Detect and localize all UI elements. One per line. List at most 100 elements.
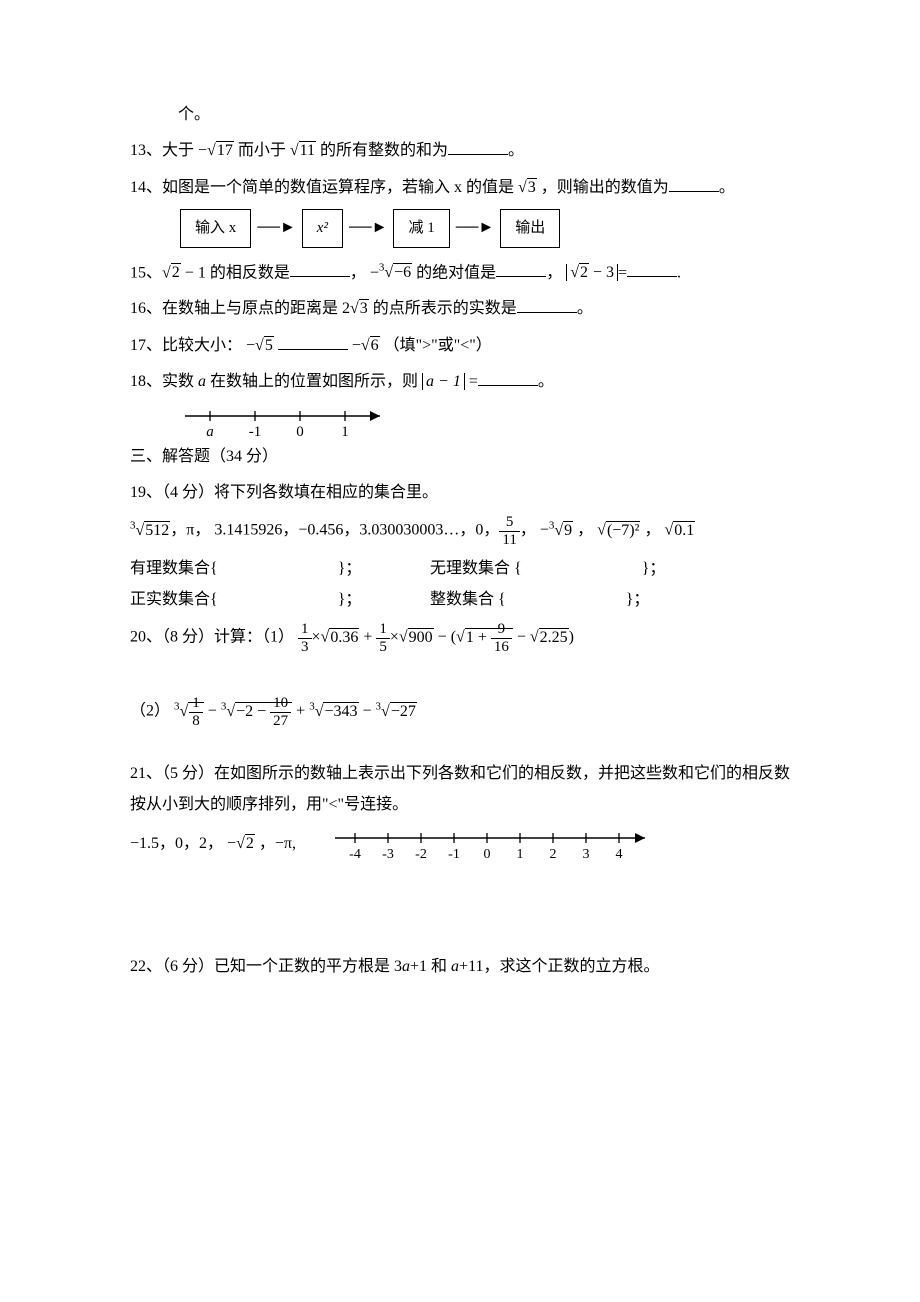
q20-a: 20、（8 分）计算：（1） bbox=[130, 629, 294, 646]
blank[interactable] bbox=[278, 331, 348, 350]
blank[interactable] bbox=[627, 258, 677, 277]
q13-mid: 而小于 bbox=[234, 142, 290, 159]
cbrt-neg343: 3√−343 bbox=[309, 703, 358, 720]
sqrt-3: √3 bbox=[350, 299, 369, 317]
min: − bbox=[359, 703, 376, 720]
frac-1-3: 13 bbox=[298, 621, 312, 655]
plus: + bbox=[292, 703, 309, 720]
q19: 19、（4 分）将下列各数填在相应的集合里。 bbox=[130, 478, 790, 508]
flow-sub1: 减 1 bbox=[393, 209, 449, 248]
sqrt-big: √1 + 916 bbox=[456, 628, 513, 646]
q15-a: 15、 bbox=[130, 264, 162, 281]
svg-text:-1: -1 bbox=[448, 847, 460, 862]
q21-list-b: ，−π, bbox=[255, 835, 296, 852]
sqrt-2: √2 bbox=[236, 834, 255, 852]
brace: }； bbox=[338, 591, 362, 608]
sqrt-2: √2 bbox=[162, 263, 181, 281]
sqrt-2.25: √2.25 bbox=[530, 628, 569, 646]
cbrt-neg6: 3√−6 bbox=[379, 264, 412, 281]
svg-text:0: 0 bbox=[296, 424, 304, 440]
period: 。 bbox=[508, 142, 524, 159]
svg-text:2: 2 bbox=[549, 847, 556, 862]
eq: = bbox=[618, 264, 627, 281]
frac-5-11: 511 bbox=[499, 514, 519, 548]
blank[interactable] bbox=[669, 173, 719, 192]
period: 。 bbox=[577, 300, 593, 317]
eq: = bbox=[465, 373, 478, 390]
frac-1-5: 15 bbox=[376, 621, 390, 655]
q17: 17、比较大小： −√5 −√6 （填">"或"<"） bbox=[130, 331, 790, 361]
q15: 15、√2 − 1 的相反数是， −3√−6 的绝对值是， √2 − 3=. bbox=[130, 258, 790, 289]
q18-a: 18、实数 bbox=[130, 373, 198, 390]
q19-sets-row1: 有理数集合{}； 无理数集合 {}； bbox=[130, 554, 790, 584]
q13: 13、大于 −√17 而小于 √11 的所有整数的和为。 bbox=[130, 136, 790, 166]
period: 。 bbox=[719, 179, 735, 196]
cbrt-neg27: 3√−27 bbox=[376, 703, 417, 720]
t: ， − bbox=[520, 522, 549, 539]
rational-set: 有理数集合{ bbox=[130, 560, 218, 577]
cbrt-512: 3√512 bbox=[130, 522, 170, 539]
integer-set: 整数集合 { bbox=[430, 591, 506, 608]
sqrt-5: √5 bbox=[255, 336, 274, 354]
q17-a: 17、比较大小： − bbox=[130, 337, 255, 354]
svg-text:-1: -1 bbox=[249, 424, 262, 440]
svg-text:-2: -2 bbox=[415, 847, 427, 862]
svg-text:1: 1 bbox=[516, 847, 523, 862]
q21-list: −1.5，0，2， − bbox=[130, 835, 236, 852]
plus: + bbox=[359, 629, 376, 646]
q15-m3: 的绝对值是 bbox=[412, 264, 496, 281]
svg-text:a: a bbox=[206, 424, 214, 440]
arrow-icon: ──► bbox=[257, 213, 296, 243]
q15-m1: − 1 的相反数是 bbox=[181, 264, 290, 281]
sqrt-0.36: √0.36 bbox=[321, 628, 360, 646]
blank[interactable] bbox=[496, 258, 546, 277]
times: × bbox=[312, 629, 321, 646]
number-line-q18: a -1 0 1 bbox=[180, 404, 790, 440]
blank[interactable] bbox=[290, 258, 350, 277]
q16: 16、在数轴上与原点的距离是 2√3 的点所表示的实数是 。 bbox=[130, 294, 790, 324]
cbrt-big: 3√−2 − 1027 bbox=[221, 703, 292, 720]
section-3-heading: 三、解答题（34 分） bbox=[130, 442, 790, 472]
blank[interactable] bbox=[478, 368, 538, 387]
blank[interactable] bbox=[448, 137, 508, 156]
flow-input: 输入 x bbox=[180, 209, 251, 248]
q21-nums: −1.5，0，2， −√2 ，−π, -4-3-2-101234 bbox=[130, 826, 790, 862]
brace: }； bbox=[338, 560, 362, 577]
q22: 22、（6 分）已知一个正数的平方根是 3a+1 和 a+11，求这个正数的立方… bbox=[130, 952, 790, 982]
cbrt-1-8: 3√18 bbox=[174, 703, 204, 720]
q18: 18、实数 a 在数轴上的位置如图所示，则 a − 1 =。 bbox=[130, 367, 790, 397]
svg-text:-3: -3 bbox=[382, 847, 394, 862]
neg: − bbox=[198, 142, 207, 159]
sqrt-11: √11 bbox=[290, 141, 316, 159]
q20: 20、（8 分）计算：（1） 13×√0.36 + 15×√900 − (√1 … bbox=[130, 621, 790, 655]
number-line-q21: -4-3-2-101234 bbox=[330, 826, 660, 862]
svg-text:4: 4 bbox=[615, 847, 622, 862]
q15-m2: ， − bbox=[350, 264, 379, 281]
irrational-set: 无理数集合 { bbox=[430, 560, 522, 577]
q15-m4: ， bbox=[546, 264, 566, 281]
sqrt-6: √6 bbox=[361, 336, 380, 354]
t: ， bbox=[640, 522, 664, 539]
times: × bbox=[390, 629, 399, 646]
q12-fragment: 个。 bbox=[130, 100, 790, 130]
t: ，π， 3.1415926，−0.456，3.030030003…，0， bbox=[170, 522, 499, 539]
q16-b: 的点所表示的实数是 bbox=[369, 300, 517, 317]
neg: − bbox=[348, 337, 361, 354]
q18-b: 在数轴上的位置如图所示，则 bbox=[206, 373, 422, 390]
close: ) bbox=[569, 629, 574, 646]
var-a: a bbox=[198, 373, 206, 390]
q14-b: ，则输出的数值为 bbox=[537, 179, 669, 196]
sqrt-neg7sq: √(−7)² bbox=[597, 521, 640, 539]
positive-real-set: 正实数集合{ bbox=[130, 591, 218, 608]
q13-text: 13、大于 bbox=[130, 142, 198, 159]
sqrt-17: √17 bbox=[207, 141, 234, 159]
q20-2-a: （2） bbox=[130, 703, 170, 720]
arrow-icon: ──► bbox=[349, 213, 388, 243]
blank[interactable] bbox=[517, 295, 577, 314]
q19-sets-row2: 正实数集合{ }； 整数集合 { }； bbox=[130, 585, 790, 615]
t: ， bbox=[573, 522, 597, 539]
brace: }； bbox=[626, 591, 650, 608]
svg-text:-4: -4 bbox=[349, 847, 361, 862]
q17-b: （填">"或"<"） bbox=[380, 337, 492, 354]
q16-a: 16、在数轴上与原点的距离是 2 bbox=[130, 300, 350, 317]
